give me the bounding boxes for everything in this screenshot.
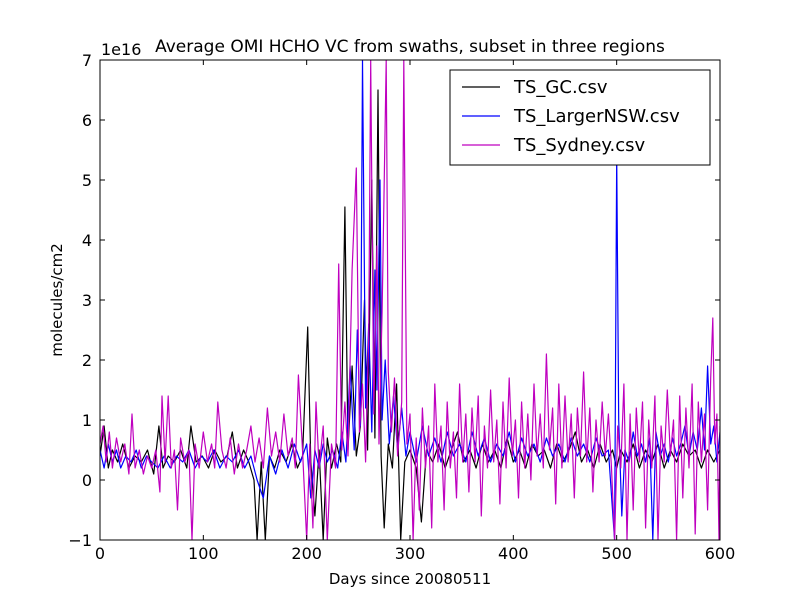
legend-label-sydney: TS_Sydney.csv [513, 135, 645, 156]
series-line-2 [100, 60, 720, 540]
legend-frame [449, 69, 711, 166]
x-tick-label: 600 [705, 544, 736, 563]
y-tick-label: 6 [82, 111, 92, 130]
y-tick-label: 5 [82, 171, 92, 190]
y-scale-label: 1e16 [101, 40, 141, 59]
x-tick-label: 100 [188, 544, 219, 563]
chart-title: Average OMI HCHO VC from swaths, subset … [155, 37, 665, 57]
y-tick-label: 1 [82, 411, 92, 430]
series-group [100, 60, 720, 540]
series-line-0 [100, 89, 720, 540]
x-axis: 0 100 200 300 400 500 600 [95, 60, 735, 563]
x-axis-label: Days since 20080511 [329, 570, 491, 588]
x-tick-label: 400 [498, 544, 529, 563]
y-axis: −1 0 1 2 3 4 5 6 7 [68, 51, 720, 550]
y-tick-label: 2 [82, 351, 92, 370]
x-tick-label: 200 [291, 544, 322, 563]
y-tick-label: 3 [82, 291, 92, 310]
x-tick-label: 300 [395, 544, 426, 563]
y-axis-label: molecules/cm2 [48, 243, 66, 357]
legend-label-gc: TS_GC.csv [513, 77, 608, 98]
legend: TS_GC.csv TS_LargerNSW.csv TS_Sydney.csv [449, 69, 711, 166]
legend-label-largernsw: TS_LargerNSW.csv [513, 106, 680, 127]
x-tick-label: 500 [601, 544, 632, 563]
y-tick-label: 0 [82, 471, 92, 490]
y-tick-label: −1 [68, 531, 92, 550]
x-tick-label: 0 [95, 544, 105, 563]
y-tick-label: 7 [82, 51, 92, 70]
y-tick-label: 4 [82, 231, 92, 250]
